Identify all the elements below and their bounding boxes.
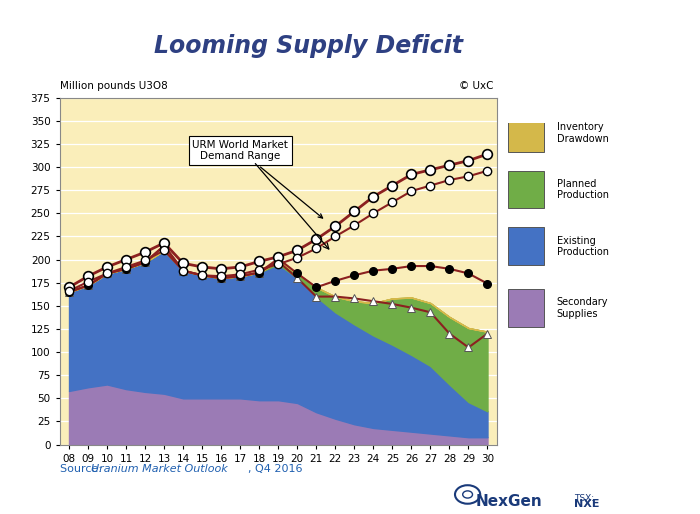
Text: Uranium Market Outlook: Uranium Market Outlook: [91, 464, 228, 474]
Bar: [508, 289, 544, 327]
Bar: [508, 227, 544, 265]
Text: , Q4 2016: , Q4 2016: [248, 464, 303, 474]
Text: 6: 6: [639, 30, 656, 54]
Text: TSX:: TSX:: [574, 494, 594, 503]
Text: Looming Supply Deficit: Looming Supply Deficit: [153, 34, 463, 58]
Text: Source:: Source:: [60, 464, 105, 474]
Bar: [508, 171, 544, 209]
Text: URM World Market
Demand Range: URM World Market Demand Range: [193, 140, 323, 218]
Text: Planned
Production: Planned Production: [556, 179, 608, 200]
Text: NexGen: NexGen: [476, 494, 542, 509]
Text: Existing
Production: Existing Production: [556, 235, 608, 257]
Text: Inventory
Drawdown: Inventory Drawdown: [556, 122, 608, 143]
Text: © UxC: © UxC: [459, 82, 494, 91]
Text: Million pounds U3O8: Million pounds U3O8: [60, 82, 167, 91]
Bar: [508, 114, 544, 152]
Text: Secondary
Supplies: Secondary Supplies: [556, 297, 608, 319]
Text: NXE: NXE: [574, 499, 599, 509]
